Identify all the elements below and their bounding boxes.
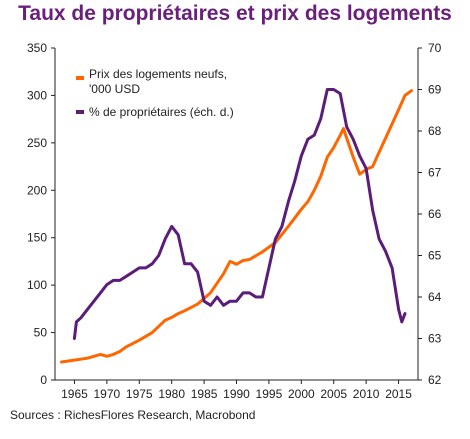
x-tick-label: 1985 xyxy=(191,387,218,401)
chart-title: Taux de propriétaires et prix des logeme… xyxy=(18,2,452,25)
left-tick-label: 250 xyxy=(27,136,47,150)
x-tick-label: 1995 xyxy=(256,387,283,401)
right-tick-label: 63 xyxy=(428,332,442,346)
left-tick-label: 150 xyxy=(27,231,47,245)
right-tick-label: 66 xyxy=(428,207,442,221)
series-line-ownership xyxy=(72,88,407,340)
left-tick-label: 350 xyxy=(27,41,47,55)
x-tick-label: 2010 xyxy=(353,387,380,401)
x-tick-label: 1990 xyxy=(223,387,250,401)
legend: Prix des logements neufs, '000 USD % de … xyxy=(76,67,234,119)
left-tick-label: 50 xyxy=(34,326,48,340)
axes-group xyxy=(54,48,419,381)
x-tick-labels: 1965 1970 1975 1980 1985 1990 1995 2000 2005 2010… xyxy=(61,380,412,401)
right-tick-label: 64 xyxy=(428,290,442,304)
x-tick-label: 1965 xyxy=(61,387,88,401)
legend-label-price-line1: Prix des logements neufs, xyxy=(89,67,227,81)
left-tick-label: 300 xyxy=(27,88,47,102)
legend-label-price-line2: '000 USD xyxy=(89,82,140,96)
x-tick-label: 2005 xyxy=(320,387,347,401)
right-tick-label: 62 xyxy=(428,373,442,387)
left-y-tick-labels: 0 50 100 150 200 250 300 350 xyxy=(27,41,55,387)
right-tick-label: 70 xyxy=(428,41,442,55)
right-tick-label: 67 xyxy=(428,166,442,180)
right-tick-label: 68 xyxy=(428,124,442,138)
source-note: Sources : RichesFlores Research, Macrobo… xyxy=(10,408,256,422)
x-tick-label: 1975 xyxy=(126,387,153,401)
left-tick-label: 200 xyxy=(27,183,47,197)
right-y-tick-labels: 62 63 64 65 66 67 68 69 70 xyxy=(418,41,442,387)
right-tick-label: 65 xyxy=(428,249,442,263)
x-tick-label: 1980 xyxy=(158,387,185,401)
x-tick-label: 2000 xyxy=(288,387,315,401)
left-tick-label: 100 xyxy=(27,278,47,292)
series-layer xyxy=(60,88,413,364)
series-line-price xyxy=(60,89,413,364)
legend-label-ownership: % de propriétaires (éch. d.) xyxy=(89,105,234,119)
x-tick-label: 1970 xyxy=(94,387,121,401)
right-tick-label: 69 xyxy=(428,83,442,97)
left-tick-label: 0 xyxy=(40,373,47,387)
x-tick-label: 2015 xyxy=(385,387,412,401)
